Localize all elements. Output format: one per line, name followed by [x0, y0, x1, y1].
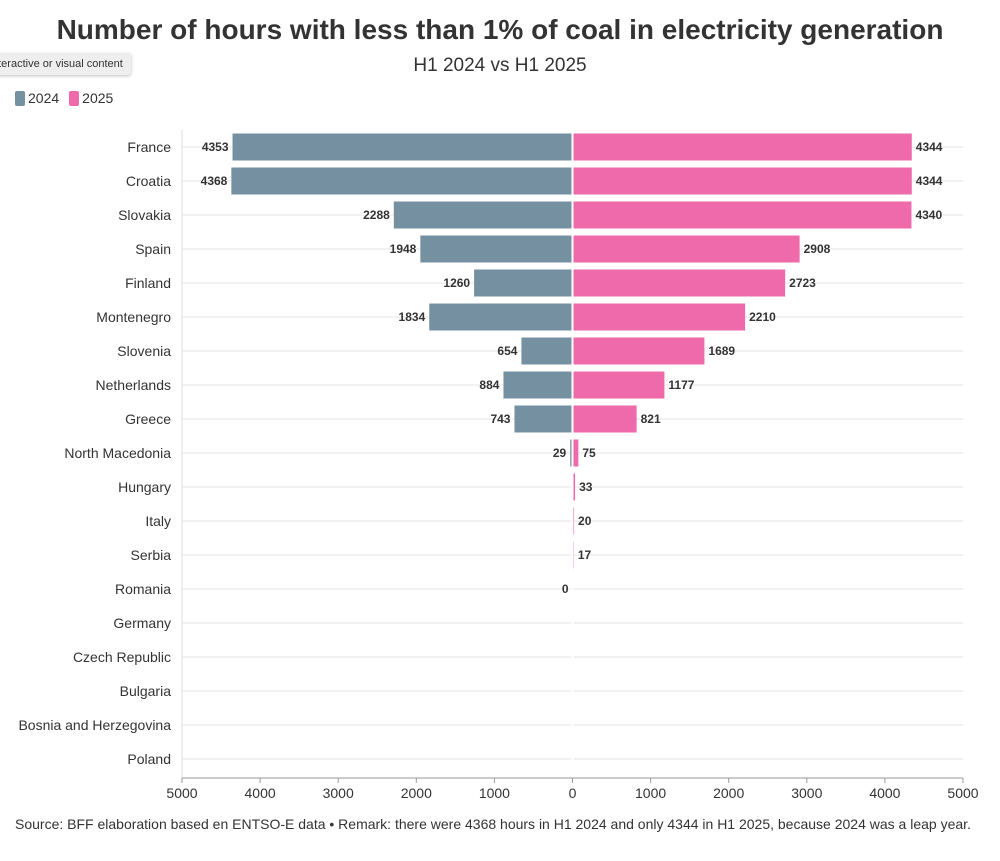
- bar-2025-spain: [572, 235, 800, 263]
- value-label-2024-spain: 1948: [390, 242, 417, 256]
- value-label-2024-netherlands: 884: [479, 378, 499, 392]
- bar-2024-france: [232, 133, 573, 161]
- bar-2025-greece: [572, 405, 637, 433]
- bar-2024-montenegro: [429, 303, 573, 331]
- category-label-montenegro: Montenegro: [96, 309, 171, 325]
- category-label-romania: Romania: [115, 581, 171, 597]
- value-label-2025-finland: 2723: [789, 276, 816, 290]
- category-label-finland: Finland: [125, 275, 171, 291]
- category-label-spain: Spain: [135, 241, 171, 257]
- category-label-slovenia: Slovenia: [117, 343, 171, 359]
- value-label-2025-france: 4344: [916, 140, 943, 154]
- bar-2024-slovenia: [521, 337, 573, 365]
- value-label-2025-slovenia: 1689: [708, 344, 735, 358]
- bar-2024-spain: [420, 235, 573, 263]
- category-label-slovakia: Slovakia: [118, 207, 171, 223]
- value-label-2025-netherlands: 1177: [668, 378, 694, 392]
- bar-2025-north-macedonia: [572, 439, 579, 467]
- value-label-2024-croatia: 4368: [201, 174, 228, 188]
- x-tick-label: 2000: [713, 785, 744, 801]
- category-label-poland: Poland: [127, 751, 171, 767]
- bar-2024-netherlands: [503, 371, 573, 399]
- value-label-2024-slovenia: 654: [497, 344, 517, 358]
- bar-2024-greece: [514, 405, 573, 433]
- legend-item-2025[interactable]: 2025: [69, 90, 113, 106]
- category-label-greece: Greece: [125, 411, 171, 427]
- category-label-bulgaria: Bulgaria: [120, 683, 172, 699]
- x-tick-label: 3000: [791, 785, 822, 801]
- value-label-2025-spain: 2908: [804, 242, 831, 256]
- category-label-france: France: [127, 139, 171, 155]
- bar-2025-netherlands: [572, 371, 665, 399]
- category-label-north-macedonia: North Macedonia: [64, 445, 171, 461]
- bar-2024-finland: [474, 269, 573, 297]
- category-label-netherlands: Netherlands: [96, 377, 172, 393]
- x-tick-label: 4000: [869, 785, 900, 801]
- category-label-hungary: Hungary: [118, 479, 171, 495]
- value-label-2025-montenegro: 2210: [749, 310, 776, 324]
- bar-2025-slovenia: [572, 337, 705, 365]
- x-tick-label: 3000: [323, 785, 354, 801]
- chart-subtitle: H1 2024 vs H1 2025: [413, 55, 587, 76]
- source-note: Source: BFF elaboration based en ENTSO-E…: [15, 816, 971, 832]
- x-tick-label: 5000: [947, 785, 978, 801]
- x-tick-label: 1000: [635, 785, 666, 801]
- category-label-germany: Germany: [113, 615, 171, 631]
- category-label-serbia: Serbia: [131, 547, 172, 563]
- category-label-italy: Italy: [145, 513, 171, 529]
- value-label-2025-hungary: 33: [579, 480, 593, 494]
- tooltip-chip: nteractive or visual content: [0, 53, 131, 75]
- legend-label-2025: 2025: [82, 90, 114, 106]
- category-label-croatia: Croatia: [126, 173, 171, 189]
- value-label-2024-slovakia: 2288: [363, 208, 390, 222]
- value-label-2025-greece: 821: [641, 412, 661, 426]
- x-tick-label: 4000: [245, 785, 276, 801]
- bar-2025-montenegro: [572, 303, 746, 331]
- bar-2024-north-macedonia: [570, 439, 573, 467]
- value-label-2025-slovakia: 4340: [915, 208, 942, 222]
- bar-2025-slovakia: [572, 201, 912, 229]
- value-label-2024-finland: 1260: [443, 276, 470, 290]
- bar-2025-finland: [572, 269, 786, 297]
- x-tick-label: 2000: [401, 785, 432, 801]
- legend-label-2024: 2024: [28, 90, 60, 106]
- value-label-2024-montenegro: 1834: [399, 310, 426, 324]
- value-label-2025-croatia: 4344: [916, 174, 943, 188]
- legend-item-2024[interactable]: 2024: [15, 90, 59, 106]
- value-label-2024-north-macedonia: 29: [553, 446, 567, 460]
- value-label-2025-italy: 20: [578, 514, 592, 528]
- value-label-2024-greece: 743: [490, 412, 510, 426]
- legend: 2024 2025: [15, 90, 113, 106]
- bar-2024-croatia: [231, 167, 573, 195]
- x-tick-label: 1000: [479, 785, 510, 801]
- value-label-2024-france: 4353: [202, 140, 229, 154]
- x-tick-label: 5000: [166, 785, 197, 801]
- chart-title: Number of hours with less than 1% of coa…: [56, 14, 944, 45]
- category-label-czech-republic: Czech Republic: [73, 649, 171, 665]
- category-label-bosnia-and-herzegovina: Bosnia and Herzegovina: [18, 717, 171, 733]
- bar-2025-croatia: [572, 167, 912, 195]
- bar-2025-hungary: [572, 473, 576, 501]
- value-label-2025-north-macedonia: 75: [582, 446, 596, 460]
- x-tick-label: 0: [569, 785, 577, 801]
- bar-2025-france: [572, 133, 912, 161]
- value-label-2024-romania: 0: [562, 582, 569, 596]
- bar-2024-slovakia: [393, 201, 573, 229]
- legend-swatch-2024: [15, 90, 25, 106]
- legend-swatch-2025: [69, 90, 80, 106]
- value-label-2025-serbia: 17: [578, 548, 592, 562]
